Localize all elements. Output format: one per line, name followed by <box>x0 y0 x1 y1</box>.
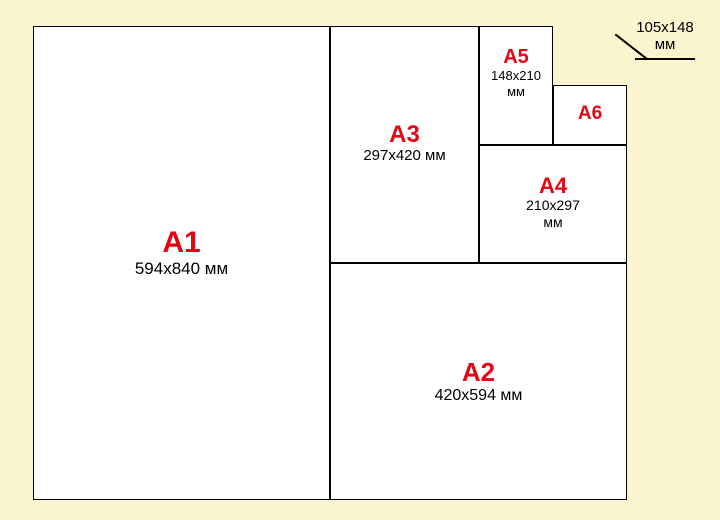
a6-callout-l1: 105x148 <box>620 20 710 37</box>
box-a6: A6 <box>553 85 627 145</box>
a2-name: A2 <box>331 359 626 386</box>
a2-dim: 420x594 мм <box>331 386 626 405</box>
a4-dim1: 210x297 <box>480 197 626 214</box>
box-a1: A1 594x840 мм <box>33 26 330 500</box>
box-a3: A3 297x420 мм <box>330 26 479 263</box>
a5-dim1: 148x210 <box>480 68 552 84</box>
a3-dim: 297x420 мм <box>331 147 478 165</box>
a3-name: A3 <box>331 122 478 147</box>
a6-callout-l2: мм <box>620 37 710 54</box>
a4-name: A4 <box>480 174 626 197</box>
a6-name: A6 <box>554 104 626 124</box>
box-a2: A2 420x594 мм <box>330 263 627 500</box>
a1-dim: 594x840 мм <box>34 259 329 279</box>
box-a5: A5 148x210 мм <box>479 26 553 145</box>
a6-callout-hline <box>635 58 695 60</box>
a5-dim2: мм <box>480 84 552 100</box>
a4-dim2: мм <box>480 214 626 231</box>
a5-name: A5 <box>480 47 552 68</box>
box-a4: A4 210x297 мм <box>479 145 627 263</box>
a1-name: A1 <box>34 227 329 259</box>
